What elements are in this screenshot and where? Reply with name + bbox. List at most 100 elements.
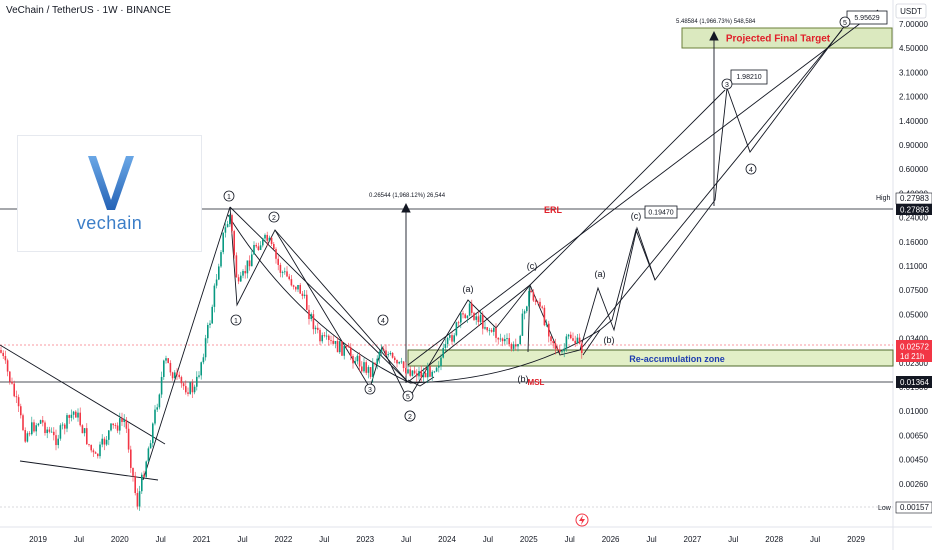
candle-body: [570, 334, 572, 339]
candle-body: [132, 467, 134, 476]
candle-body: [28, 433, 31, 435]
candle-body: [257, 246, 260, 250]
svg-text:0.19470: 0.19470: [648, 210, 673, 217]
candle-body: [154, 409, 156, 424]
x-tick-label: 2028: [765, 535, 783, 544]
candle-body: [277, 258, 279, 265]
candle-body: [363, 362, 365, 372]
candle-body: [26, 433, 29, 442]
x-tick-label: Jul: [74, 535, 84, 544]
candle-body: [105, 439, 108, 445]
candle-body: [15, 396, 18, 398]
candle-body: [11, 381, 13, 384]
candle-body: [94, 452, 97, 454]
candle-body: [0, 350, 2, 353]
candle-body: [220, 252, 222, 267]
candle-body: [187, 392, 189, 394]
lightning-icon[interactable]: [575, 513, 589, 527]
candle-body: [431, 371, 433, 377]
candle-body: [334, 341, 337, 344]
candle-body: [37, 423, 40, 426]
candle-body: [70, 414, 73, 418]
candle-body: [380, 349, 383, 352]
wave-label: (a): [595, 269, 606, 279]
candle-body: [81, 425, 84, 434]
candle-body: [202, 357, 205, 363]
x-tick-label: Jul: [483, 535, 493, 544]
y-tick-label: 4.50000: [899, 44, 928, 53]
candle-body: [198, 375, 200, 377]
candle-body: [165, 358, 167, 361]
candle-body: [416, 373, 418, 377]
candle-body: [147, 448, 150, 462]
candle-body: [90, 444, 92, 451]
candle-body: [554, 343, 557, 349]
candle-body: [376, 358, 378, 365]
reaccumulation-zone: [407, 349, 894, 367]
candle-body: [284, 271, 286, 273]
candle-body: [321, 335, 323, 342]
svg-text:Low: Low: [878, 505, 892, 512]
candle-body: [398, 361, 400, 364]
candle-body: [530, 291, 532, 293]
candle-body: [152, 423, 154, 444]
candle-body: [347, 345, 350, 348]
x-tick-label: Jul: [810, 535, 820, 544]
y-tick-label: 0.07500: [899, 286, 928, 295]
candle-body: [453, 335, 455, 342]
candle-body: [488, 329, 491, 331]
candle-body: [515, 344, 517, 347]
candle-body: [451, 335, 453, 342]
svg-text:0.27983: 0.27983: [900, 194, 929, 203]
candle-body: [61, 424, 64, 426]
candle-body: [336, 341, 339, 353]
candle-body: [301, 293, 304, 296]
currency-button[interactable]: [895, 3, 927, 19]
candle-body: [299, 284, 301, 294]
candle-body: [68, 415, 70, 418]
candle-body: [466, 315, 469, 318]
candle-body: [264, 234, 266, 239]
candle-body: [86, 428, 88, 445]
svg-text:0.02572: 0.02572: [900, 343, 929, 352]
candle-body: [77, 412, 79, 418]
candle-body: [420, 370, 422, 378]
candle-body: [134, 475, 136, 494]
candle-body: [259, 245, 262, 250]
candle-body: [440, 357, 442, 367]
candle-body: [180, 377, 183, 384]
x-tick-label: 2020: [111, 535, 129, 544]
candle-body: [486, 327, 488, 331]
y-tick-label: 0.11000: [899, 262, 928, 271]
candle-body: [48, 429, 51, 432]
candle-body: [222, 232, 224, 253]
candle-body: [83, 428, 86, 434]
candle-body: [559, 349, 561, 352]
measure-label-mid: 0.26544 (1,968.12%) 26,544: [369, 193, 446, 199]
candle-body: [442, 347, 444, 358]
wave-label-circle: [377, 314, 389, 326]
candle-body: [521, 313, 524, 336]
candle-body: [499, 338, 502, 340]
candle-body: [541, 306, 543, 308]
candle-body: [182, 383, 185, 387]
wave-label-circle: [404, 410, 416, 422]
candle-body: [273, 244, 275, 250]
candle-body: [211, 306, 213, 324]
candle-body: [422, 373, 425, 378]
candle-body: [572, 338, 574, 341]
wave-label: 3: [725, 82, 729, 89]
x-tick-label: 2024: [438, 535, 456, 544]
candle-body: [510, 344, 513, 349]
wave-label: (a): [463, 284, 474, 294]
candle-body: [224, 227, 227, 233]
candle-body: [328, 335, 330, 340]
target-boxes: 5.95629 1.98210 0.19470: [644, 10, 888, 219]
candle-body: [332, 340, 334, 344]
candle-body: [372, 363, 374, 377]
y-tick-label: 2.10000: [899, 93, 928, 102]
candle-body: [116, 425, 119, 431]
candle-body: [471, 303, 473, 313]
candle-body: [446, 337, 449, 345]
